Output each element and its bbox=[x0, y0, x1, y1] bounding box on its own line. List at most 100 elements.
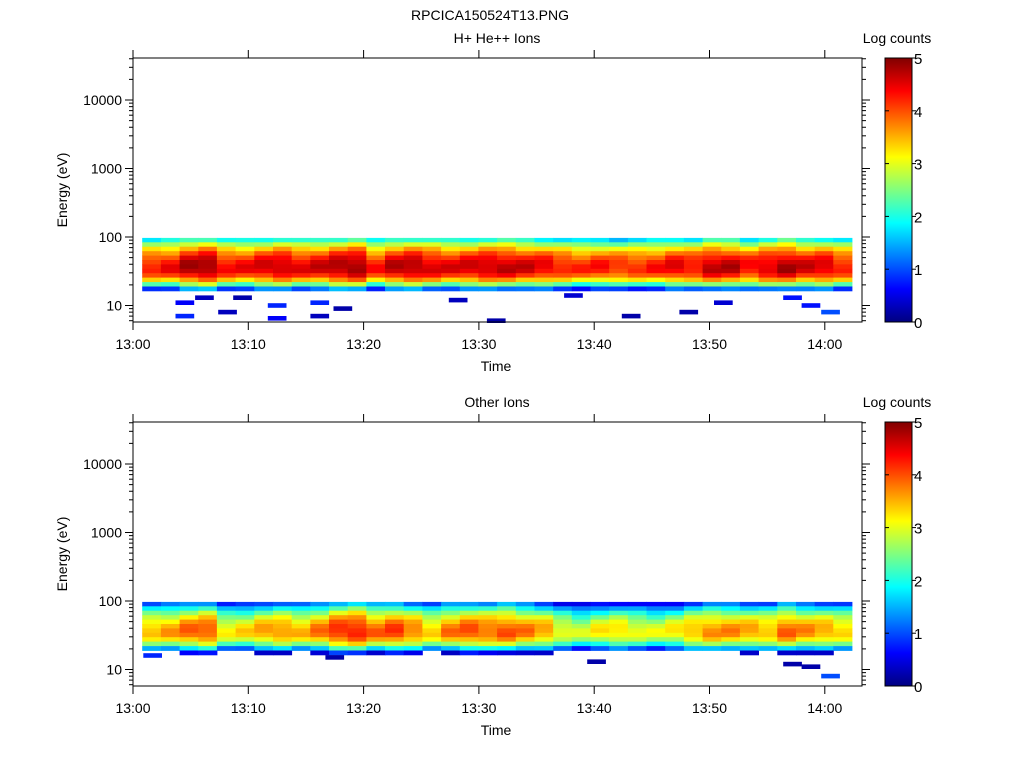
heatmap-cell bbox=[609, 610, 629, 616]
heatmap-cell bbox=[179, 650, 199, 656]
heatmap-cell bbox=[721, 251, 741, 256]
heatmap-cell bbox=[478, 255, 498, 261]
heatmap-cell bbox=[777, 624, 797, 629]
heatmap-cell bbox=[739, 282, 759, 287]
heatmap-cell bbox=[571, 286, 591, 292]
heatmap-cell bbox=[179, 624, 199, 629]
heatmap-cell bbox=[347, 601, 367, 607]
heatmap-cell bbox=[403, 619, 423, 625]
heatmap-cell bbox=[310, 646, 330, 651]
heatmap-cell bbox=[497, 286, 517, 292]
heatmap-cell bbox=[758, 615, 778, 620]
heatmap-cell bbox=[796, 268, 816, 274]
heatmap-cell bbox=[833, 641, 853, 647]
heatmap-cell bbox=[366, 264, 386, 270]
heatmap-cell bbox=[310, 251, 330, 256]
heatmap-cell bbox=[777, 277, 797, 283]
heatmap-cell bbox=[441, 260, 461, 265]
heatmap-cell bbox=[534, 286, 554, 292]
x-tick-label: 13:10 bbox=[231, 336, 266, 352]
heatmap-cell bbox=[702, 237, 722, 243]
heatmap-cell bbox=[683, 260, 703, 265]
y-tick-label: 10000 bbox=[83, 456, 122, 472]
heatmap-cell bbox=[347, 264, 367, 270]
heatmap-cell bbox=[796, 273, 816, 278]
heatmap-cell bbox=[665, 641, 685, 647]
heatmap-cell bbox=[273, 624, 293, 629]
heatmap-cell bbox=[422, 260, 442, 265]
heatmap-cell bbox=[385, 650, 405, 656]
heatmap-cell bbox=[777, 606, 797, 612]
heatmap-cell bbox=[441, 277, 461, 283]
heatmap-cell bbox=[777, 601, 797, 607]
heatmap-cell bbox=[739, 646, 759, 651]
heatmap-cell bbox=[235, 619, 255, 625]
heatmap-cell bbox=[777, 286, 797, 292]
heatmap-cell bbox=[646, 237, 666, 243]
heatmap-cell bbox=[497, 237, 517, 243]
heatmap-cell bbox=[254, 650, 274, 656]
heatmap-cell bbox=[534, 641, 554, 647]
heatmap-cell bbox=[198, 619, 218, 625]
heatmap-cell bbox=[310, 606, 330, 612]
heatmap-cell bbox=[459, 650, 479, 656]
heatmap-cell bbox=[497, 632, 517, 638]
heatmap-cell bbox=[571, 242, 591, 248]
heatmap-cell bbox=[179, 601, 199, 607]
heatmap-cell bbox=[403, 632, 423, 638]
heatmap-cell bbox=[777, 628, 797, 634]
heatmap-cell bbox=[254, 601, 274, 607]
heatmap-cell bbox=[553, 264, 573, 270]
heatmap-cell bbox=[721, 277, 741, 283]
heatmap-cell bbox=[497, 628, 517, 634]
heatmap-cell bbox=[683, 264, 703, 270]
heatmap-cell bbox=[478, 242, 498, 248]
heatmap-cell bbox=[235, 260, 255, 265]
heatmap-cell bbox=[590, 260, 610, 265]
heatmap-cell bbox=[198, 260, 218, 265]
heatmap-cell bbox=[459, 646, 479, 651]
heatmap-cell bbox=[310, 641, 330, 647]
heatmap-cell bbox=[291, 601, 311, 607]
heatmap-cell bbox=[777, 251, 797, 256]
heatmap-cell bbox=[478, 246, 498, 252]
heatmap-cell bbox=[403, 260, 423, 265]
heatmap-cell bbox=[366, 237, 386, 243]
heatmap-cell bbox=[553, 286, 573, 292]
heatmap-cell bbox=[665, 237, 685, 243]
heatmap-cell bbox=[235, 646, 255, 651]
heatmap-cell bbox=[216, 246, 236, 252]
heatmap-cell bbox=[777, 246, 797, 252]
heatmap-cell bbox=[665, 260, 685, 265]
heatmap-cell bbox=[366, 615, 386, 620]
heatmap-cell bbox=[739, 650, 759, 656]
heatmap-cell bbox=[179, 260, 199, 265]
heatmap-cell bbox=[142, 646, 162, 651]
heatmap-cell bbox=[739, 286, 759, 292]
heatmap-cell bbox=[646, 242, 666, 248]
heatmap-cell bbox=[441, 282, 461, 287]
heatmap-cell bbox=[366, 632, 386, 638]
heatmap-cell bbox=[142, 255, 162, 261]
heatmap-cells bbox=[142, 237, 853, 323]
heatmap-cell bbox=[347, 650, 367, 656]
heatmap-cell bbox=[235, 610, 255, 616]
heatmap-cell bbox=[478, 610, 498, 616]
heatmap-cell bbox=[310, 286, 330, 292]
heatmap-cell bbox=[291, 268, 311, 274]
heatmap-cell bbox=[534, 260, 554, 265]
heatmap-cell bbox=[553, 255, 573, 261]
heatmap-cell bbox=[721, 619, 741, 625]
heatmap-cell bbox=[235, 282, 255, 287]
heatmap-cell bbox=[198, 268, 218, 274]
colorbar-tick-label: 0 bbox=[914, 679, 922, 696]
heatmap-cell bbox=[609, 242, 629, 248]
heatmap-cell bbox=[385, 251, 405, 256]
heatmap-cell bbox=[497, 264, 517, 270]
heatmap-cell bbox=[758, 273, 778, 278]
heatmap-cell bbox=[160, 632, 180, 638]
heatmap-cell bbox=[814, 242, 834, 248]
heatmap-cell bbox=[478, 628, 498, 634]
heatmap-cell bbox=[702, 246, 722, 252]
